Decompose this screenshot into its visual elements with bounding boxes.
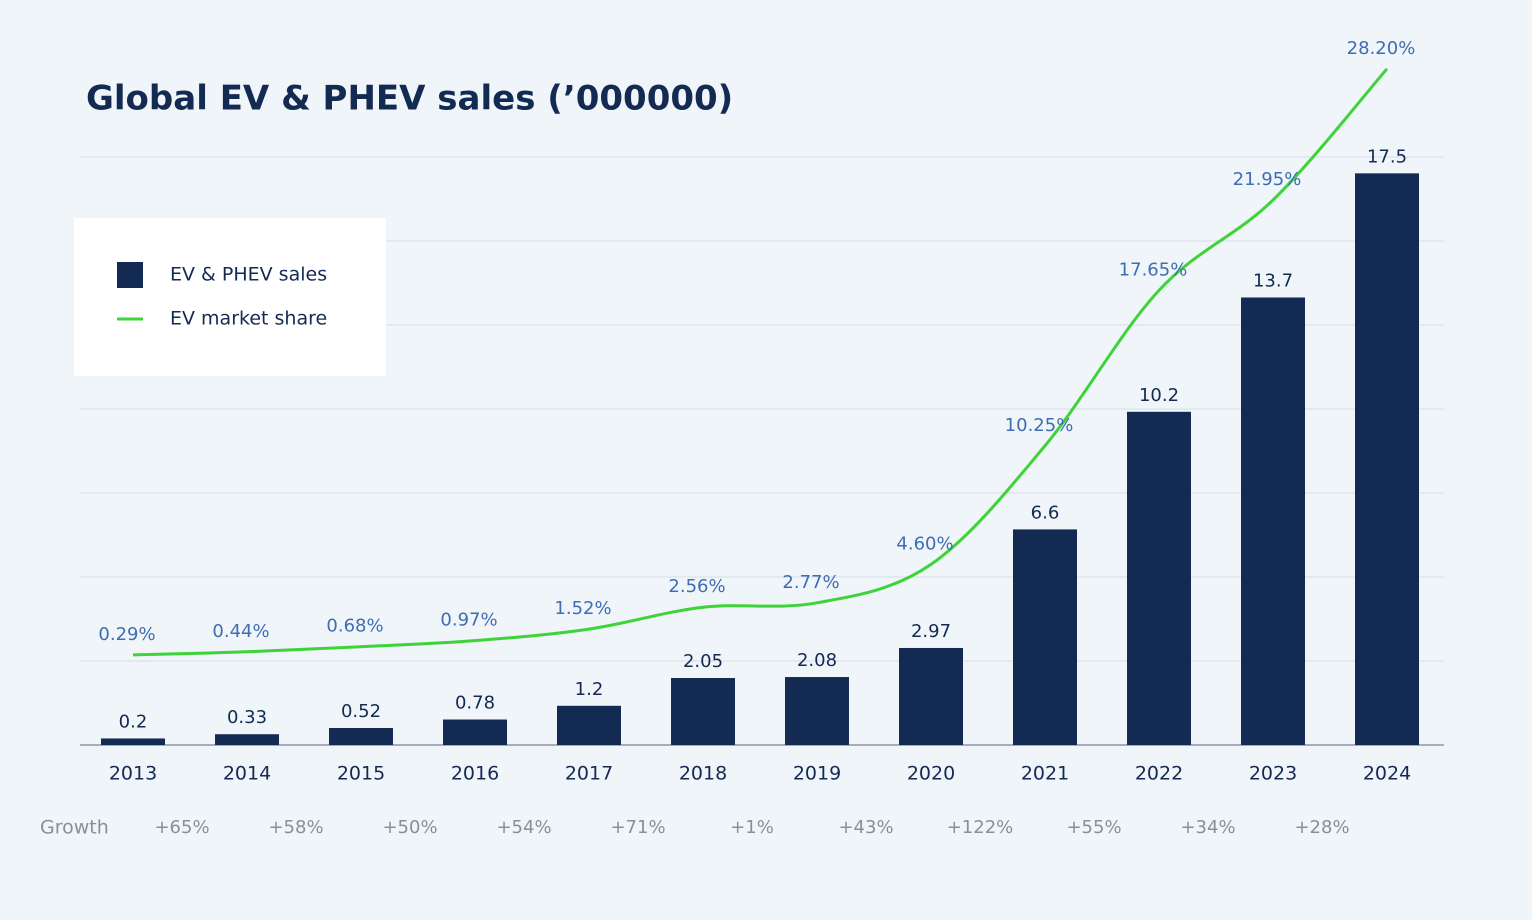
line-value-label: 28.20%: [1347, 38, 1416, 59]
bar-value-label: 6.6: [1031, 502, 1060, 523]
bar: [1355, 173, 1419, 746]
growth-label: Growth: [40, 817, 109, 839]
bar: [215, 734, 279, 745]
line-value-label: 17.65%: [1119, 259, 1188, 280]
line-value-label: 4.60%: [896, 533, 953, 554]
legend-swatch: [117, 262, 143, 288]
chart-title: Global EV & PHEV sales (’000000): [86, 79, 733, 119]
line-value-label: 0.97%: [440, 610, 497, 631]
line-value-label: 10.25%: [1005, 415, 1074, 436]
growth-value: +1%: [730, 817, 774, 838]
x-tick-label: 2019: [793, 763, 841, 785]
x-tick-label: 2015: [337, 763, 385, 785]
bar: [1127, 411, 1191, 745]
legend-label: EV & PHEV sales: [170, 264, 327, 286]
x-tick-label: 2018: [679, 763, 727, 785]
line-value-label: 1.52%: [554, 598, 611, 619]
x-tick-label: 2013: [109, 763, 157, 785]
x-tick-label: 2014: [223, 763, 271, 785]
bar: [1013, 529, 1077, 745]
bar: [329, 728, 393, 745]
line-value-label: 0.29%: [98, 624, 155, 645]
bar: [101, 738, 165, 745]
line: [132, 67, 1389, 657]
x-tick-label: 2017: [565, 763, 613, 785]
x-tick-label: 2020: [907, 763, 955, 785]
growth-value: +71%: [610, 817, 665, 838]
bar-value-label: 0.52: [341, 701, 381, 722]
bar-value-label: 13.7: [1253, 270, 1293, 291]
growth-value: +54%: [496, 817, 551, 838]
x-tick-label: 2021: [1021, 763, 1069, 785]
bar: [671, 678, 735, 745]
bar-value-label: 2.08: [797, 650, 837, 671]
growth-value: +58%: [268, 817, 323, 838]
bar-value-label: 0.33: [227, 707, 267, 728]
bar-value-label: 10.2: [1139, 385, 1179, 406]
growth-value: +28%: [1294, 817, 1349, 838]
growth-value: +34%: [1180, 817, 1235, 838]
growth-value: +122%: [947, 817, 1014, 838]
x-tick-label: 2016: [451, 763, 499, 785]
bar: [443, 719, 507, 745]
bar-value-label: 17.5: [1367, 146, 1407, 167]
legend-label: EV market share: [170, 308, 327, 330]
bar-value-label: 0.2: [119, 711, 148, 732]
line-value-label: 2.56%: [668, 576, 725, 597]
x-tick-label: 2022: [1135, 763, 1183, 785]
bar-value-label: 2.05: [683, 651, 723, 672]
bar-value-label: 1.2: [575, 679, 604, 700]
growth-value: +50%: [382, 817, 437, 838]
bar-value-label: 0.78: [455, 693, 495, 714]
x-tick-label: 2023: [1249, 763, 1297, 785]
x-tick-label: 2024: [1363, 763, 1411, 785]
growth-value: +55%: [1066, 817, 1121, 838]
growth-value: +43%: [838, 817, 893, 838]
bar-value-label: 2.97: [911, 621, 951, 642]
line-value-label: 21.95%: [1233, 169, 1302, 190]
legend-box: [74, 218, 386, 376]
bar: [557, 705, 621, 745]
line-value-label: 2.77%: [782, 572, 839, 593]
bar: [899, 647, 963, 745]
bar: [785, 677, 849, 745]
growth-value: +65%: [154, 817, 209, 838]
bar: [1241, 297, 1305, 745]
line-value-label: 0.44%: [212, 621, 269, 642]
line-value-label: 0.68%: [326, 616, 383, 637]
